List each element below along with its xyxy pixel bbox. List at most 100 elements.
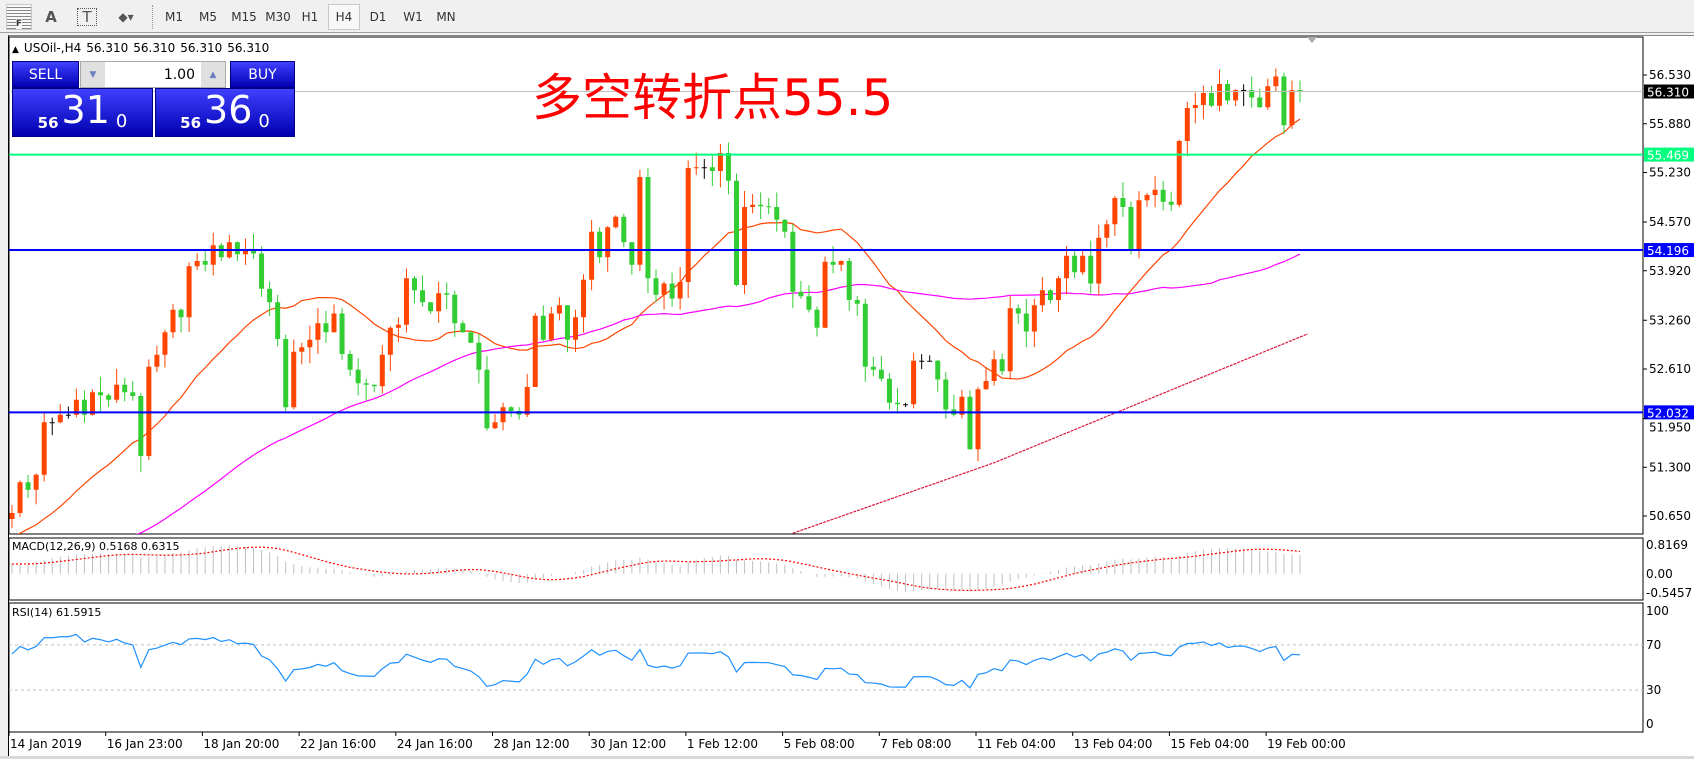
timeframe-mn-button[interactable]: MN	[436, 10, 456, 24]
timeframe-m1-button[interactable]: M1	[165, 10, 183, 24]
buy-price-button[interactable]: 56 36 0	[155, 88, 295, 137]
candle-body	[331, 313, 337, 333]
candle	[725, 142, 731, 195]
candle	[709, 154, 715, 187]
candle-body	[1152, 189, 1158, 195]
lot-input[interactable]: 1.00	[163, 66, 195, 83]
x-tick-label: 11 Feb 04:00	[977, 737, 1056, 751]
sell-button[interactable]: SELL	[12, 61, 79, 88]
macd-signal-line	[11, 546, 1301, 591]
candle-body	[685, 168, 691, 282]
candle	[186, 262, 192, 332]
sell-price-button[interactable]: 56 31 0	[12, 88, 153, 137]
candle-body	[1080, 255, 1086, 273]
candle-body	[315, 323, 321, 340]
x-tick-label: 18 Jan 20:00	[203, 737, 279, 751]
candle	[927, 355, 933, 362]
candle	[556, 297, 562, 321]
candle-body	[701, 167, 707, 169]
candle	[323, 310, 329, 343]
candle-body	[1249, 90, 1255, 98]
candle-body	[693, 167, 699, 169]
timeframe-m30-button[interactable]: M30	[265, 10, 291, 24]
candle	[484, 355, 490, 431]
candle-body	[766, 206, 772, 208]
candle	[967, 390, 973, 450]
candle-body	[1015, 308, 1021, 314]
candle	[81, 390, 87, 423]
candle	[355, 358, 361, 396]
candle	[919, 354, 925, 370]
timeframe-h4-button[interactable]: H4	[328, 4, 360, 30]
candle	[275, 294, 281, 347]
candle-body	[387, 327, 393, 355]
candle-body	[1039, 290, 1045, 306]
candle-body	[645, 177, 651, 279]
candle	[822, 256, 828, 329]
candle-body	[983, 381, 989, 390]
candle	[975, 387, 981, 462]
candle	[218, 243, 224, 261]
x-tick-label: 28 Jan 12:00	[494, 737, 570, 751]
timeframe-m5-button[interactable]: M5	[199, 10, 217, 24]
timeframe-h1-button[interactable]: H1	[301, 10, 319, 24]
candle-body	[1136, 200, 1142, 249]
candle-body	[25, 482, 31, 490]
candle-body	[307, 339, 313, 348]
timeframe-w1-button[interactable]: W1	[403, 10, 423, 24]
candle-body	[114, 384, 120, 400]
candle-body	[878, 369, 884, 379]
candle	[637, 169, 643, 271]
candle	[1023, 298, 1029, 348]
candle	[428, 301, 434, 314]
lot-increase-icon[interactable]: ▲	[201, 62, 225, 87]
annotation-text: 多空转折点55.5	[532, 69, 894, 127]
collapse-triangle-icon[interactable]: ▲	[12, 45, 19, 55]
candle-body	[548, 313, 554, 340]
level-price-label: 52.032	[1647, 406, 1689, 420]
rsi-label: RSI(14) 61.5915	[12, 606, 101, 619]
candle	[999, 353, 1005, 376]
candle	[846, 257, 852, 311]
timeframe-m15-button[interactable]: M15	[231, 10, 257, 24]
rsi-line	[11, 633, 1301, 689]
candle	[412, 276, 417, 304]
candle	[589, 219, 595, 291]
candle-body	[57, 414, 63, 423]
text-label-tool-button[interactable]: T	[77, 8, 97, 26]
candle-body	[573, 317, 578, 340]
buy-button[interactable]: BUY	[230, 61, 295, 88]
level-price-tag	[1644, 243, 1694, 258]
candle-body	[1281, 76, 1287, 126]
candle	[685, 160, 691, 298]
candle-body	[862, 303, 868, 367]
candle-body	[734, 180, 739, 285]
candle	[903, 402, 909, 407]
candle-body	[959, 396, 965, 415]
candle	[935, 359, 941, 392]
timeframe-d1-button[interactable]: D1	[369, 10, 387, 24]
text-tool-button[interactable]: A	[45, 8, 57, 26]
y-tick-label: 52.610	[1649, 362, 1691, 376]
lot-decrease-icon[interactable]: ▼	[81, 62, 105, 87]
candle-body	[500, 407, 506, 423]
candle	[653, 269, 659, 302]
y-tick-label: 53.260	[1649, 313, 1691, 327]
candle-body	[1176, 141, 1182, 205]
candle	[790, 224, 796, 309]
candle	[403, 268, 409, 333]
lot-size-field[interactable]: ▼ 1.00 ▲	[80, 61, 226, 88]
candle-body	[605, 227, 611, 258]
shapes-dropdown-button[interactable]: ◆▾	[118, 10, 134, 24]
candle	[943, 371, 949, 419]
candle-body	[428, 302, 434, 312]
level-price-tag	[1644, 84, 1694, 99]
candle	[1120, 182, 1126, 218]
x-tick-label: 1 Feb 12:00	[687, 737, 758, 751]
fibo-grid-icon[interactable]: F	[6, 4, 32, 30]
candle	[895, 387, 900, 414]
candle	[178, 308, 184, 333]
horizontal-scrollbar[interactable]	[0, 756, 1694, 759]
candle-body	[613, 216, 619, 228]
